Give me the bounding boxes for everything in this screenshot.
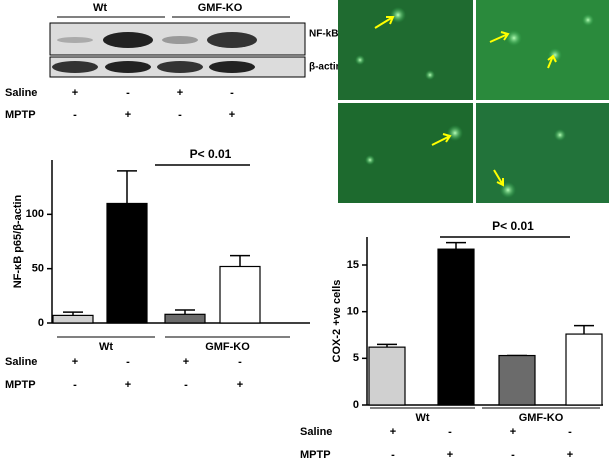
arrows xyxy=(374,16,557,187)
group-label: GMF-KO xyxy=(519,412,564,424)
band xyxy=(157,61,203,73)
row-label: MPTP xyxy=(300,449,331,461)
y-tick-label: 100 xyxy=(26,208,44,220)
sign: + xyxy=(510,426,516,438)
cell xyxy=(447,125,463,141)
sign: + xyxy=(177,87,183,99)
sign: + xyxy=(183,356,189,368)
cell xyxy=(355,55,365,65)
sign: + xyxy=(447,449,453,461)
micrograph xyxy=(338,103,473,203)
bar xyxy=(106,202,148,324)
cell xyxy=(582,14,594,26)
cell xyxy=(554,129,566,141)
group-label: Wt xyxy=(93,2,107,14)
bar xyxy=(368,346,406,406)
sign: - xyxy=(178,109,182,121)
y-tick-label: 10 xyxy=(347,306,359,318)
cell xyxy=(390,7,406,23)
bar xyxy=(164,313,206,324)
group-label: Wt xyxy=(415,412,429,424)
row-label: Saline xyxy=(5,87,37,99)
bar xyxy=(437,248,475,406)
sign: - xyxy=(184,379,188,391)
sign: - xyxy=(568,426,572,438)
group-label: Wt xyxy=(99,341,113,353)
sign: + xyxy=(567,449,573,461)
band xyxy=(103,32,153,48)
cell xyxy=(425,70,435,80)
bar xyxy=(52,314,94,324)
y-axis-label: COX-2 +ve cells xyxy=(331,280,343,363)
bar xyxy=(219,265,261,324)
row-label: Saline xyxy=(5,356,37,368)
y-tick-label: 50 xyxy=(32,263,44,275)
band xyxy=(52,61,98,73)
cell xyxy=(506,30,522,46)
band xyxy=(57,37,93,43)
sign: + xyxy=(125,379,131,391)
sign: - xyxy=(126,87,130,99)
sign: + xyxy=(72,356,78,368)
sign: + xyxy=(125,109,131,121)
sign: + xyxy=(390,426,396,438)
band-label: NF-kB xyxy=(309,29,338,40)
group-label: GMF-KO xyxy=(198,2,243,14)
sign: - xyxy=(238,356,242,368)
row-label: MPTP xyxy=(5,109,36,121)
sign: - xyxy=(73,379,77,391)
annotation: P< 0.01 xyxy=(190,147,232,161)
group-label: GMF-KO xyxy=(205,341,250,353)
bar xyxy=(498,354,536,406)
y-axis-label: NF-κB p65/β-actin xyxy=(12,194,24,288)
row-label: Saline xyxy=(300,426,332,438)
sign: + xyxy=(229,109,235,121)
sign: + xyxy=(72,87,78,99)
y-tick-label: 0 xyxy=(353,399,359,411)
y-tick-label: 15 xyxy=(347,259,359,271)
band xyxy=(105,61,151,73)
cell xyxy=(365,155,375,165)
y-tick-label: 0 xyxy=(38,317,44,329)
sign: - xyxy=(391,449,395,461)
sign: - xyxy=(230,87,234,99)
band xyxy=(209,61,255,73)
micrograph xyxy=(476,103,609,203)
micrographs xyxy=(338,0,609,203)
annotation: P< 0.01 xyxy=(492,219,534,233)
band-label: β-actin xyxy=(309,62,342,73)
bar xyxy=(565,333,603,406)
sign: - xyxy=(511,449,515,461)
band xyxy=(207,32,257,48)
y-tick-label: 5 xyxy=(353,352,359,364)
band xyxy=(162,36,198,44)
row-label: MPTP xyxy=(5,379,36,391)
sign: - xyxy=(448,426,452,438)
sign: - xyxy=(126,356,130,368)
sign: + xyxy=(237,379,243,391)
sign: - xyxy=(73,109,77,121)
